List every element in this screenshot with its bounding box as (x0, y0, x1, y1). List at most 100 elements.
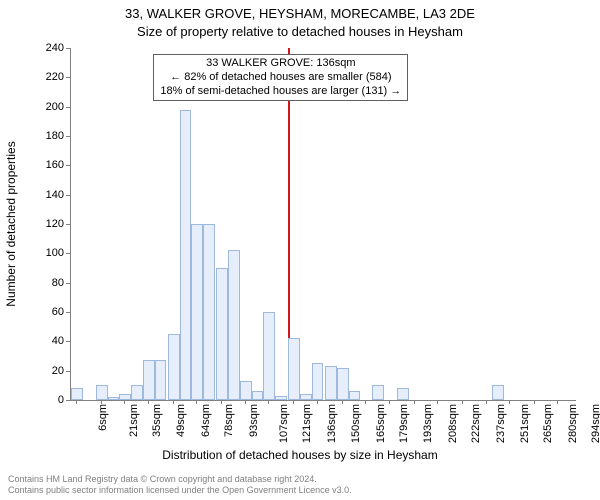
y-tick-mark (66, 136, 70, 137)
x-tick-label: 294sqm (591, 404, 600, 443)
histogram-bar (216, 268, 228, 400)
x-tick-label: 121sqm (301, 404, 313, 443)
x-tick-label: 21sqm (128, 404, 140, 437)
histogram-bar (180, 110, 192, 400)
y-tick-mark (66, 107, 70, 108)
y-tick-mark (66, 371, 70, 372)
x-tick-mark (268, 400, 269, 404)
chart-title-line2: Size of property relative to detached ho… (0, 24, 600, 39)
histogram-bar (312, 363, 324, 400)
annotation-line2: ← 82% of detached houses are smaller (58… (160, 71, 401, 85)
x-tick-label: 93sqm (248, 404, 260, 437)
histogram-bar (191, 224, 203, 400)
x-tick-mark (221, 400, 222, 404)
histogram-bar (337, 368, 349, 400)
x-tick-label: 265sqm (542, 404, 554, 443)
y-tick-mark (66, 224, 70, 225)
y-tick-mark (66, 77, 70, 78)
x-tick-mark (557, 400, 558, 404)
y-tick-label: 140 (0, 189, 70, 201)
annotation-line3: 18% of semi-detached houses are larger (… (160, 85, 401, 99)
y-tick-label: 0 (0, 394, 70, 406)
x-tick-mark (148, 400, 149, 404)
y-tick-label: 20 (0, 365, 70, 377)
y-tick-label: 160 (0, 159, 70, 171)
histogram-bar (349, 391, 361, 400)
chart-title-line1: 33, WALKER GROVE, HEYSHAM, MORECAMBE, LA… (0, 6, 600, 21)
x-tick-mark (509, 400, 510, 404)
y-tick-label: 180 (0, 130, 70, 142)
x-tick-label: 35sqm (151, 404, 163, 437)
x-tick-label: 107sqm (278, 404, 290, 443)
x-tick-mark (196, 400, 197, 404)
x-tick-mark (389, 400, 390, 404)
x-tick-mark (414, 400, 415, 404)
y-tick-label: 100 (0, 247, 70, 259)
histogram-bar (492, 385, 504, 400)
y-tick-label: 40 (0, 335, 70, 347)
y-tick-mark (66, 283, 70, 284)
x-tick-label: 49sqm (175, 404, 187, 437)
y-tick-label: 80 (0, 277, 70, 289)
histogram-bar (71, 388, 83, 400)
x-tick-label: 136sqm (326, 404, 338, 443)
x-tick-label: 251sqm (519, 404, 531, 443)
footer-attribution: Contains HM Land Registry data © Crown c… (8, 474, 352, 496)
y-tick-mark (66, 400, 70, 401)
histogram-bar (275, 396, 287, 400)
histogram-bar (263, 312, 275, 400)
x-tick-label: 280sqm (567, 404, 579, 443)
histogram-bar (203, 224, 215, 400)
histogram-bar (252, 391, 264, 400)
x-tick-mark (342, 400, 343, 404)
x-tick-label: 165sqm (375, 404, 387, 443)
y-tick-mark (66, 341, 70, 342)
histogram-bar (155, 360, 167, 400)
histogram-bar (300, 394, 312, 400)
x-tick-mark (317, 400, 318, 404)
y-tick-label: 240 (0, 42, 70, 54)
x-tick-mark (365, 400, 366, 404)
x-tick-label: 237sqm (495, 404, 507, 443)
footer-line2: Contains public sector information licen… (8, 485, 352, 496)
y-tick-mark (66, 195, 70, 196)
histogram-bar (228, 250, 240, 400)
x-tick-mark (101, 400, 102, 404)
x-tick-mark (534, 400, 535, 404)
y-tick-mark (66, 165, 70, 166)
x-tick-label: 179sqm (398, 404, 410, 443)
chart-container: 33, WALKER GROVE, HEYSHAM, MORECAMBE, LA… (0, 0, 600, 500)
y-tick-mark (66, 312, 70, 313)
y-tick-label: 220 (0, 71, 70, 83)
histogram-bar (325, 366, 337, 400)
y-tick-label: 60 (0, 306, 70, 318)
x-tick-label: 222sqm (470, 404, 482, 443)
annotation-box: 33 WALKER GROVE: 136sqm ← 82% of detache… (153, 54, 408, 101)
x-axis-label: Distribution of detached houses by size … (0, 448, 600, 462)
x-tick-label: 193sqm (422, 404, 434, 443)
x-tick-mark (76, 400, 77, 404)
histogram-bar (288, 338, 300, 400)
y-tick-label: 120 (0, 218, 70, 230)
x-tick-label: 208sqm (447, 404, 459, 443)
footer-line1: Contains HM Land Registry data © Crown c… (8, 474, 352, 485)
x-tick-mark (462, 400, 463, 404)
y-tick-mark (66, 253, 70, 254)
x-tick-mark (124, 400, 125, 404)
annotation-line1: 33 WALKER GROVE: 136sqm (160, 57, 401, 71)
histogram-bar (108, 397, 120, 400)
y-tick-label: 200 (0, 101, 70, 113)
y-tick-mark (66, 48, 70, 49)
histogram-bar (96, 385, 108, 400)
x-tick-label: 150sqm (350, 404, 362, 443)
x-tick-mark (245, 400, 246, 404)
histogram-bar (372, 385, 384, 400)
plot-area: 33 WALKER GROVE: 136sqm ← 82% of detache… (70, 48, 576, 401)
x-tick-label: 64sqm (200, 404, 212, 437)
x-tick-label: 6sqm (97, 404, 109, 431)
histogram-bar (131, 385, 143, 400)
x-tick-mark (293, 400, 294, 404)
x-tick-label: 78sqm (223, 404, 235, 437)
histogram-bar (240, 381, 252, 400)
x-tick-mark (437, 400, 438, 404)
